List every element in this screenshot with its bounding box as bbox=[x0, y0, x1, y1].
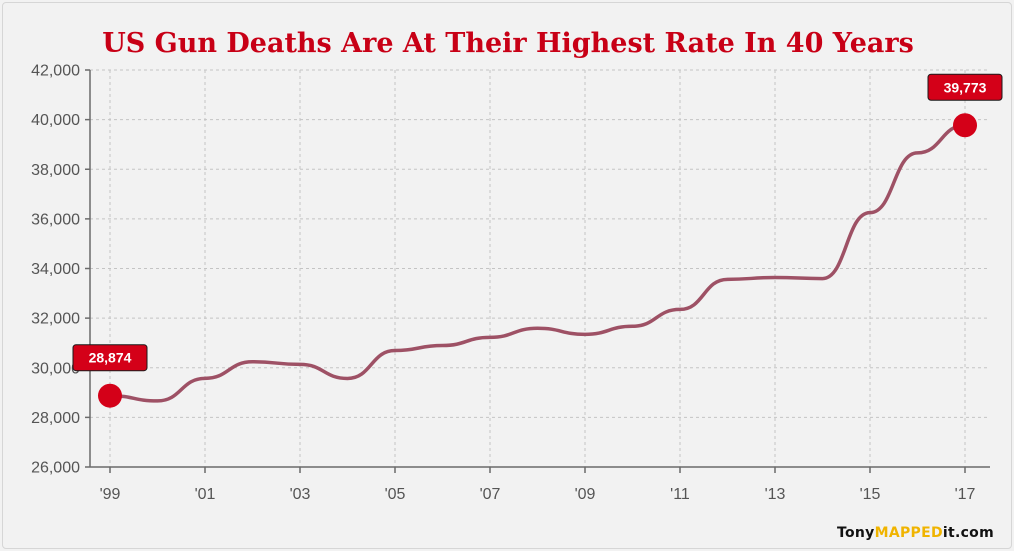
x-axis-tick-label: '07 bbox=[480, 486, 501, 503]
chart-title: US Gun Deaths Are At Their Highest Rate … bbox=[102, 28, 914, 59]
brand-prefix: Tony bbox=[836, 525, 875, 541]
data-point-marker bbox=[953, 113, 977, 138]
brand-highlight: MAPPED bbox=[874, 525, 943, 541]
y-axis-tick-label: 42,000 bbox=[31, 63, 80, 80]
endpoint-markers: 28,874 39,773 bbox=[72, 73, 1003, 408]
data-point-marker bbox=[98, 383, 122, 408]
x-axis-tick-label: '05 bbox=[385, 486, 406, 503]
series-line bbox=[108, 123, 967, 403]
y-axis-tick-labels: 26,000 28,000 30,000 32,000 34,000 36,000 38,0… bbox=[31, 63, 80, 477]
axes bbox=[85, 69, 990, 473]
x-axis-tick-label: '03 bbox=[290, 486, 311, 503]
callout-box bbox=[72, 344, 148, 372]
brand-suffix: it.com bbox=[942, 525, 994, 541]
x-axis-tick-label: '15 bbox=[860, 486, 881, 503]
x-axis-tick-label: '01 bbox=[195, 486, 216, 503]
callout-box bbox=[927, 73, 1003, 101]
x-axis-tick-label: '11 bbox=[670, 486, 690, 503]
x-axis-tick-labels: '99 '01 '03 '05 '07 '09 '11 '13 '15 '17 bbox=[100, 486, 976, 503]
x-axis-tick-label: '17 bbox=[955, 486, 976, 503]
y-axis-tick-label: 40,000 bbox=[31, 112, 80, 129]
y-axis-tick-label: 34,000 bbox=[31, 261, 80, 278]
y-axis-tick-label: 30,000 bbox=[31, 360, 80, 377]
x-axis-tick-label: '09 bbox=[575, 486, 596, 503]
callout-label: 28,874 bbox=[89, 350, 132, 366]
y-axis-tick-label: 36,000 bbox=[31, 211, 80, 228]
x-axis-tick-label: '99 bbox=[100, 486, 121, 503]
y-axis-tick-label: 38,000 bbox=[31, 162, 80, 179]
grid-lines bbox=[90, 69, 990, 467]
y-axis-tick-label: 26,000 bbox=[31, 460, 80, 477]
brand-watermark: TonyMAPPEDit.com bbox=[837, 525, 994, 541]
y-axis-tick-label: 32,000 bbox=[31, 311, 80, 328]
callout-label: 39,773 bbox=[944, 79, 987, 95]
x-axis-tick-label: '13 bbox=[765, 486, 786, 503]
y-axis-tick-label: 28,000 bbox=[31, 410, 80, 427]
